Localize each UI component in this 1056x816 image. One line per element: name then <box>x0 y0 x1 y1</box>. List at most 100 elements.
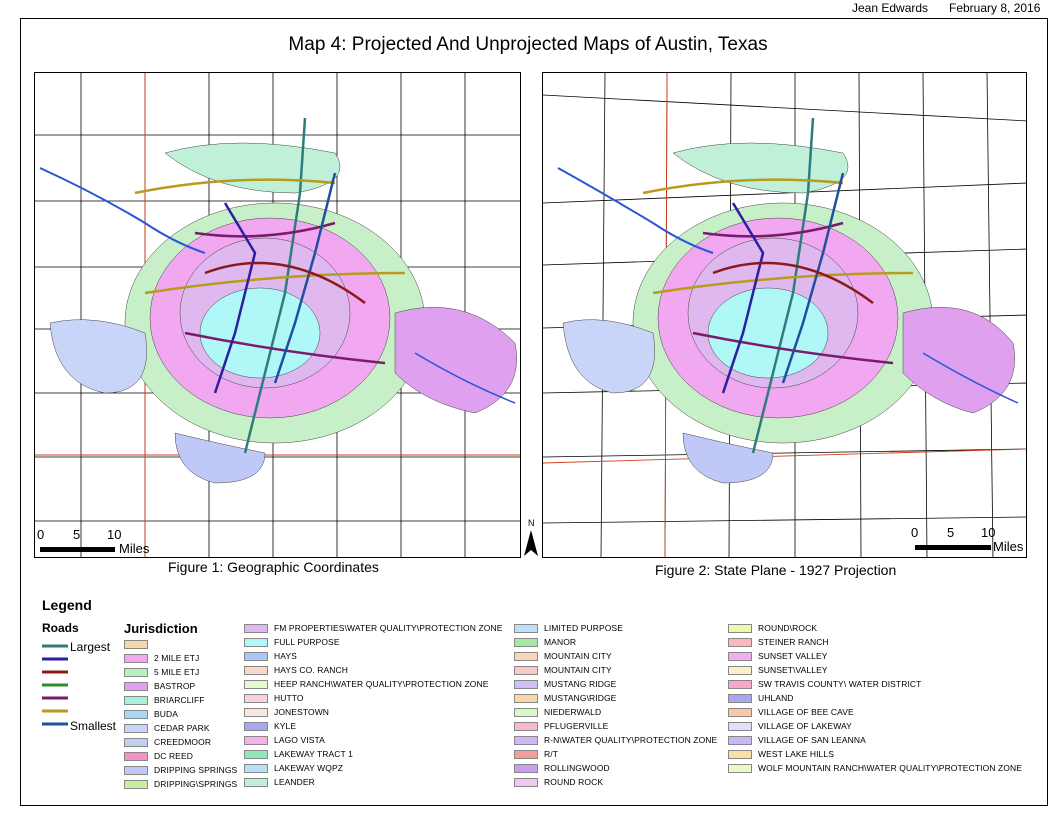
scalebar-state-plane-labels: 0 5 10 Miles <box>911 525 1023 554</box>
scale-unit: Miles <box>119 541 150 556</box>
jurisdiction-label: VILLAGE OF LAKEWAY <box>758 721 852 731</box>
jurisdiction-swatch <box>728 708 752 717</box>
projected-jurisdictions-layer <box>562 142 1015 484</box>
roads-largest-label: Largest <box>70 640 111 654</box>
jurisdiction-label: VILLAGE OF BEE CAVE <box>758 707 854 717</box>
jurisdiction-swatch <box>124 710 148 719</box>
jurisdiction-swatch <box>514 750 538 759</box>
jurisdiction-swatch <box>514 764 538 773</box>
jurisdiction-label: ROLLINGWOOD <box>544 763 610 773</box>
jurisdiction-label: R-N\WATER QUALITY\PROTECTION ZONE <box>544 735 718 745</box>
jurisdiction-swatch <box>244 750 268 759</box>
jurisdiction-swatch <box>514 624 538 633</box>
north-arrow-icon <box>524 530 538 556</box>
jurisdiction-label: MANOR <box>544 637 577 647</box>
jurisdiction-label: MUSTANG\RIDGE <box>544 693 617 703</box>
jurisdiction-swatch <box>244 680 268 689</box>
scalebar-geographic <box>40 547 115 552</box>
jurisdiction-swatch <box>244 638 268 647</box>
jurisdiction-label: VILLAGE OF SAN LEANNA <box>758 735 866 745</box>
author-name: Jean Edwards <box>852 1 929 15</box>
jurisdiction-swatch <box>514 694 538 703</box>
jurisdiction-label: MOUNTAIN CITY <box>544 665 612 675</box>
jurisdiction-swatch <box>124 752 148 761</box>
jurisdiction-swatch <box>244 652 268 661</box>
jurisdiction-swatch <box>514 736 538 745</box>
jurisdiction-label: DC REED <box>154 751 193 761</box>
jurisdiction-swatch <box>244 722 268 731</box>
map-state-plane-canvas <box>543 73 1026 557</box>
jurisdiction-label: LAKEWAY TRACT 1 <box>274 749 353 759</box>
layout-frame <box>20 18 1048 806</box>
jurisdiction-swatch <box>728 638 752 647</box>
jurisdiction-swatch <box>244 778 268 787</box>
map-title: Map 4: Projected And Unprojected Maps of… <box>288 34 768 55</box>
jurisdiction-label: DRIPPING\SPRINGS <box>154 779 238 789</box>
roads-smallest-label: Smallest <box>70 719 117 733</box>
jurisdiction-swatch <box>244 736 268 745</box>
jurisdiction-label: DRIPPING SPRINGS <box>154 765 238 775</box>
scale-tick-0: 0 <box>911 525 919 540</box>
jurisdiction-label: JONESTOWN <box>274 707 330 717</box>
jurisdiction-swatch <box>124 738 148 747</box>
jurisdiction-label: LAGO VISTA <box>274 735 325 745</box>
jurisdiction-swatch <box>728 694 752 703</box>
jurisdiction-swatch <box>124 780 148 789</box>
legend-title: Legend <box>42 597 92 613</box>
jurisdiction-label: SUNSET VALLEY <box>758 651 828 661</box>
jurisdiction-swatch <box>514 680 538 689</box>
north-arrow: N <box>522 518 540 558</box>
jurisdiction-swatch <box>514 708 538 717</box>
map-date: February 8, 2016 <box>949 1 1041 15</box>
jurisdiction-label: BASTROP <box>154 681 196 691</box>
jurisdiction-swatch <box>124 668 148 677</box>
scale-tick-0: 0 <box>37 527 45 542</box>
creek-line <box>414 352 516 404</box>
jurisdiction-title: Jurisdiction <box>124 621 198 636</box>
jurisdiction-label: BUDA <box>154 709 179 719</box>
jurisdiction-swatch <box>514 778 538 787</box>
projected-roads-layer <box>642 117 914 454</box>
scale-tick-5: 5 <box>947 525 955 540</box>
projected-creek-line <box>922 352 1019 404</box>
jurisdiction-label: MOUNTAIN CITY <box>544 651 612 661</box>
jurisdiction-swatch <box>728 652 752 661</box>
jurisdiction-label: ROUND\ROCK <box>758 623 818 633</box>
roads-title: Roads <box>42 621 79 635</box>
figure-2-caption: Figure 2: State Plane - 1927 Projection <box>655 562 897 578</box>
jurisdiction-label: HAYS CO. RANCH <box>274 665 348 675</box>
jurisdiction-swatch <box>514 722 538 731</box>
jurisdiction-swatch <box>514 638 538 647</box>
jurisdiction-label: FULL PURPOSE <box>274 637 340 647</box>
projected-river-line <box>557 167 714 254</box>
road-symbols <box>42 644 68 726</box>
jurisdiction-label: CEDAR PARK <box>154 723 210 733</box>
jurisdiction-label: HEEP RANCH\WATER QUALITY\PROTECTION ZONE <box>274 679 489 689</box>
jurisdiction-label: 2 MILE ETJ <box>154 653 200 663</box>
map-state-plane[interactable]: 0 5 10 Miles <box>542 72 1027 558</box>
jurisdiction-label: BRIARCLIFF <box>154 695 205 705</box>
jurisdiction-swatch <box>244 708 268 717</box>
jurisdiction-swatch <box>244 624 268 633</box>
jurisdiction-label: WOLF MOUNTAIN RANCH\WATER QUALITY\PROTEC… <box>758 763 1022 773</box>
scalebar-state-plane <box>915 545 991 550</box>
map-geographic-canvas <box>35 73 520 557</box>
north-label: N <box>528 518 535 528</box>
jurisdiction-swatch <box>244 764 268 773</box>
jurisdiction-label: ROUND ROCK <box>544 777 604 787</box>
jurisdiction-label: HUTTO <box>274 693 304 703</box>
jurisdiction-swatch <box>728 666 752 675</box>
jurisdiction-label: MUSTANG RIDGE <box>544 679 617 689</box>
jurisdiction-swatch <box>124 696 148 705</box>
scale-unit: Miles <box>993 539 1024 554</box>
jurisdiction-swatch <box>124 682 148 691</box>
map-geographic[interactable]: 0 5 10 Miles <box>34 72 521 558</box>
scale-tick-10: 10 <box>107 527 122 542</box>
jurisdiction-label: SW TRAVIS COUNTY\ WATER DISTRICT <box>758 679 922 689</box>
jurisdiction-label: STEINER RANCH <box>758 637 829 647</box>
jurisdiction-label: PFLUGERVILLE <box>544 721 609 731</box>
jurisdiction-swatch <box>244 666 268 675</box>
jurisdiction-swatch <box>244 694 268 703</box>
jurisdiction-swatch <box>728 764 752 773</box>
jurisdiction-label: WEST LAKE HILLS <box>758 749 834 759</box>
